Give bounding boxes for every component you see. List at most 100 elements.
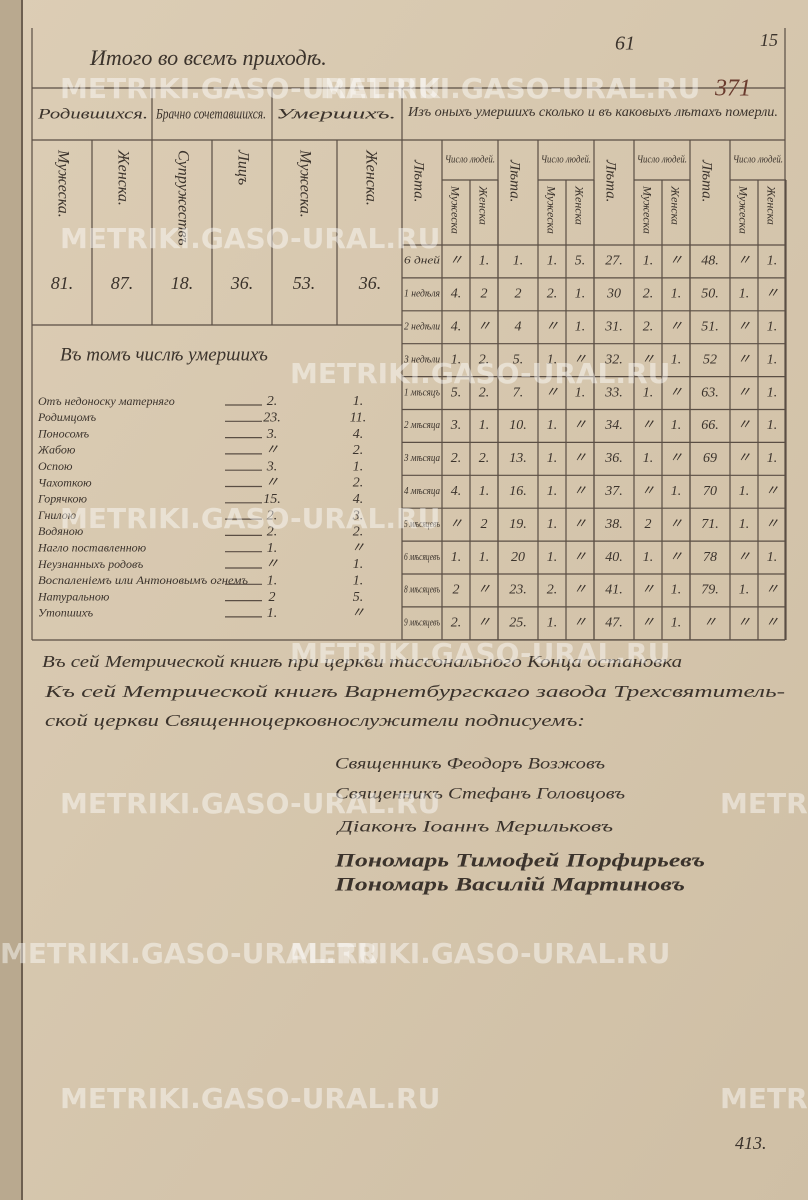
cause-female: 1. xyxy=(353,574,364,589)
age-cell: 〃 xyxy=(449,254,463,269)
age-cell: 2 мѣсяца xyxy=(404,420,440,431)
cause-male: 1. xyxy=(267,606,278,621)
signature: Дiаконъ Iоаннъ Мерильковъ xyxy=(335,819,613,836)
cause-male: 1. xyxy=(267,541,278,556)
age-cell: 2. xyxy=(643,287,654,302)
age-cell: 2. xyxy=(479,385,490,400)
age-cell: 1. xyxy=(739,287,750,302)
age-cell: 34. xyxy=(604,418,623,433)
cause-female: 2. xyxy=(353,476,364,491)
age-cell: 〃 xyxy=(765,517,779,532)
stamp-number: 371 xyxy=(714,76,751,102)
female-header: Женска xyxy=(764,185,778,225)
age-cell: 4 xyxy=(515,319,522,334)
watermark: METRIKI.GASO-URAL.RU xyxy=(720,787,808,820)
footer-line: Въ сей Метрической книгѣ при церкви тисс… xyxy=(42,652,682,671)
cause-female: 5. xyxy=(353,590,364,605)
age-cell: 1. xyxy=(547,550,558,565)
watermark: METRIKI.GASO-URAL.RU xyxy=(60,1082,440,1115)
age-cell: 1 недѣля xyxy=(404,289,440,300)
age-cell: 1. xyxy=(739,583,750,598)
cause-name: Чахоткою xyxy=(38,475,92,489)
age-cell: 4. xyxy=(451,287,462,302)
age-cell: 〃 xyxy=(641,616,655,631)
age-cell: 71. xyxy=(701,517,719,532)
age-cell: 1. xyxy=(767,254,778,269)
female-header: Женска xyxy=(572,185,586,225)
age-cell: 〃 xyxy=(573,616,587,631)
age-cell: 〃 xyxy=(573,484,587,499)
age-cell: 78 xyxy=(703,550,717,565)
age-cell: 1. xyxy=(479,550,490,565)
age-cell: 48. xyxy=(701,254,719,269)
folio-number: 61 xyxy=(615,33,635,55)
watermark: METRIKI.GASO-URAL.RU xyxy=(290,637,670,670)
cause-name: Родимцомъ xyxy=(37,410,96,424)
cause-male: 3. xyxy=(266,459,278,474)
summary-subheader: Лицъ xyxy=(234,149,251,185)
age-cell: 2 xyxy=(515,287,522,302)
watermark: METRIKI.GASO-URAL.RU xyxy=(320,72,700,105)
age-cell: 23. xyxy=(509,583,527,598)
sheet-number: 15 xyxy=(760,30,778,50)
age-cell: 69 xyxy=(703,451,717,466)
cause-male: 2. xyxy=(267,508,278,523)
age-cell: 1. xyxy=(671,583,682,598)
summary-subheader: Женска. xyxy=(362,149,379,206)
age-cell: 16. xyxy=(509,484,527,499)
male-header: Мужеска xyxy=(448,185,462,234)
age-cell: 〃 xyxy=(641,583,655,598)
age-cell: 1. xyxy=(547,418,558,433)
cause-name: Натуральною xyxy=(37,589,110,603)
cause-male: 15. xyxy=(263,492,281,507)
cause-female: 1. xyxy=(353,557,364,572)
cause-male: 2. xyxy=(267,525,278,540)
summary-value: 18. xyxy=(171,273,194,293)
age-cell: 〃 xyxy=(641,484,655,499)
watermark: METRIKI.GASO-URAL.RU xyxy=(0,937,380,970)
summary-header: Умершихъ. xyxy=(276,106,396,122)
age-cell: 32. xyxy=(604,352,623,367)
cause-name: Поносомъ xyxy=(37,426,89,440)
age-cell: 2 xyxy=(453,583,460,598)
age-cell: 〃 xyxy=(737,385,751,400)
cause-female: 2. xyxy=(353,443,364,458)
age-cell: 33. xyxy=(604,385,623,400)
age-cell: 〃 xyxy=(703,616,717,631)
age-cell: 〃 xyxy=(573,583,587,598)
causes-heading: Въ томъ числѣ умершихъ xyxy=(60,344,268,365)
age-cell: 〃 xyxy=(477,583,491,598)
cause-male: 23. xyxy=(263,411,281,426)
cause-male: 〃 xyxy=(265,557,279,572)
cause-male: 2 xyxy=(269,590,276,605)
age-cell: 1. xyxy=(767,418,778,433)
age-cell: 1. xyxy=(575,319,586,334)
age-cell: 51. xyxy=(701,319,719,334)
age-cell: 〃 xyxy=(573,550,587,565)
cause-female: 11. xyxy=(350,411,366,426)
age-cell: 〃 xyxy=(545,385,559,400)
age-cell: 6 дней xyxy=(404,256,440,267)
cause-female: 4. xyxy=(353,427,364,442)
age-cell: 1 мѣсяцъ xyxy=(404,387,440,398)
watermark: METRIKI.GASO-URAL.RU xyxy=(60,222,440,255)
age-cell: 3. xyxy=(450,418,462,433)
age-cell: 1. xyxy=(547,451,558,466)
age-cell: 〃 xyxy=(765,616,779,631)
age-cell: 〃 xyxy=(737,550,751,565)
age-cell: 〃 xyxy=(669,254,683,269)
watermark: METRIKI.GASO-URAL.RU xyxy=(720,1082,808,1115)
age-header: Лѣта. xyxy=(411,159,427,202)
age-cell: 〃 xyxy=(669,517,683,532)
age-cell: 1. xyxy=(575,385,586,400)
watermark: METRIKI.GASO-URAL.RU xyxy=(290,937,670,970)
age-cell: 1. xyxy=(451,352,462,367)
age-cell: 〃 xyxy=(765,287,779,302)
cause-name: Водяною xyxy=(38,524,84,538)
age-cell: 〃 xyxy=(641,418,655,433)
age-cell: 〃 xyxy=(573,517,587,532)
age-cell: 7. xyxy=(513,385,524,400)
count-header: Число людей. xyxy=(733,154,783,166)
